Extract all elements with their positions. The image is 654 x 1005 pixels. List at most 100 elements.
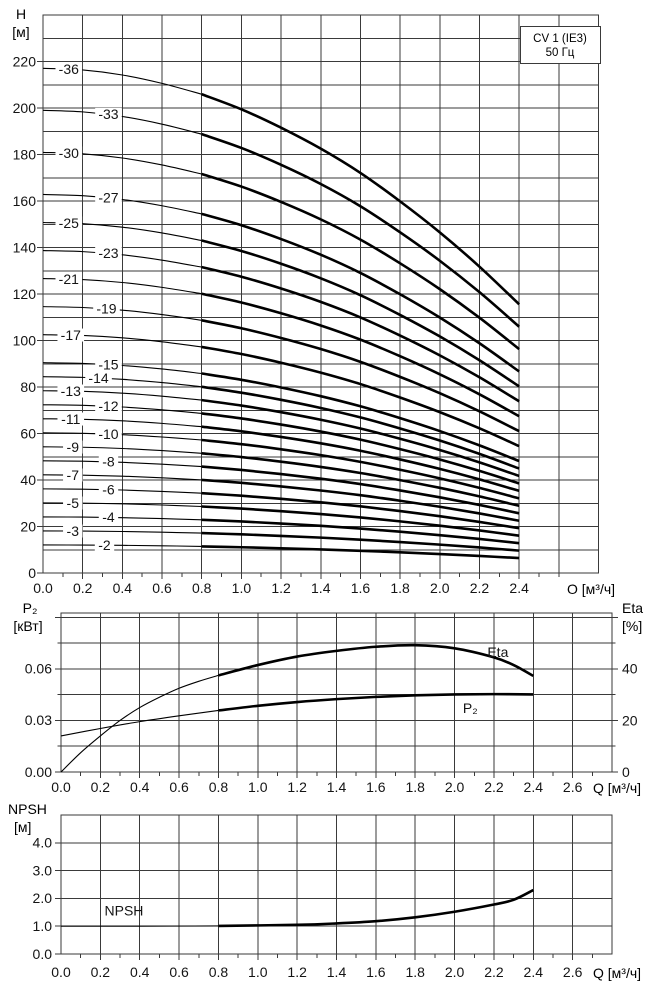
eta-tick-label: 20 [622, 712, 638, 728]
y-tick-label: 3.0 [33, 862, 53, 878]
x-tick-label: 0.8 [192, 580, 212, 596]
h-axis-unit: [м] [12, 24, 29, 40]
x-tick-label: 2.6 [563, 779, 583, 795]
x-tick-label: 2.0 [445, 779, 465, 795]
x-tick-label: 0.6 [152, 580, 172, 596]
y-tick-label: 1.0 [33, 918, 53, 934]
flow-axis-unit-middle: Q [м³/ч] [593, 780, 641, 796]
pump-model-label: CV 1 (IE3) [533, 33, 587, 45]
y-tick-label: 40 [20, 472, 36, 488]
y-tick-label: 120 [13, 286, 37, 302]
stage-curve-label: -17 [61, 327, 81, 343]
stage-curve-label: -25 [59, 215, 79, 231]
x-tick-label: 2.4 [524, 779, 544, 795]
curve-label-Eta: Eta [487, 644, 508, 660]
x-tick-label: 2.0 [430, 580, 450, 596]
stage-curve-label: -19 [96, 301, 116, 317]
x-tick-label: 0.6 [169, 779, 189, 795]
x-tick-label: 2.0 [445, 964, 465, 980]
y-tick-label: 0.0 [33, 946, 53, 962]
stage-curve-label: -9 [67, 439, 80, 455]
x-tick-label: 0.8 [209, 964, 229, 980]
stage-curve-label: -23 [98, 245, 118, 261]
npsh-axis-unit: [м] [14, 819, 31, 835]
stage-curve-label: -30 [59, 145, 79, 161]
flow-axis-unit-top: O [м³/ч] [567, 581, 615, 597]
y-tick-label: 60 [20, 425, 36, 441]
stage-curve-label: -6 [102, 481, 115, 497]
stage-curve-label: -3 [67, 523, 80, 539]
x-tick-label: 1.2 [287, 779, 307, 795]
y-tick-label: 140 [13, 239, 37, 255]
stage-curve-label: -33 [98, 106, 118, 122]
eta-tick-label: 0 [622, 764, 630, 780]
h-axis-title: H [16, 6, 26, 22]
x-tick-label: 0.0 [33, 580, 53, 596]
x-tick-label: 0.2 [91, 779, 111, 795]
p2-axis-unit: [кВт] [13, 618, 42, 634]
npsh-axis-title: NPSH [8, 801, 47, 817]
x-tick-label: 1.8 [390, 580, 410, 596]
stage-curve-label: -2 [98, 537, 111, 553]
x-tick-label: 2.2 [484, 964, 504, 980]
p2-tick-label: 0.03 [25, 712, 52, 728]
x-tick-label: 0.2 [91, 964, 111, 980]
stage-curve-label: -14 [88, 370, 108, 386]
y-tick-label: 220 [13, 53, 37, 69]
y-tick-label: 80 [20, 379, 36, 395]
power-eta-chart: 0.0 0.2 0.4 0.6 0.8 1.0 1.2 1.4 1.6 1.8 2.0 2.2 2.4 2… [25, 613, 638, 795]
x-tick-label: 0.4 [113, 580, 133, 596]
y-tick-label: 2.0 [33, 890, 53, 906]
stage-curve-label: -10 [98, 426, 118, 442]
x-tick-label: 1.4 [311, 580, 331, 596]
npsh-chart: 0.0 0.2 0.4 0.6 0.8 1.0 1.2 1.4 1.6 1.8 2.0 2.2 2.4 2… [33, 815, 612, 980]
y-tick-label: 180 [13, 146, 37, 162]
p2-tick-label: 0.00 [25, 764, 52, 780]
x-tick-label: 1.0 [232, 580, 252, 596]
x-tick-label: 2.2 [470, 580, 490, 596]
x-tick-label: 0.0 [51, 964, 71, 980]
p2-axis-title: P₂ [23, 600, 38, 616]
x-tick-label: 0.4 [130, 779, 150, 795]
eta-axis-unit: [%] [622, 618, 642, 634]
stage-curve-label: -12 [98, 398, 118, 414]
x-tick-label: 1.4 [327, 779, 347, 795]
x-tick-label: 1.2 [287, 964, 307, 980]
y-tick-label: 4.0 [33, 835, 53, 851]
x-tick-label: 2.2 [484, 779, 504, 795]
x-tick-label: 0.6 [169, 964, 189, 980]
x-tick-label: 1.6 [351, 580, 371, 596]
stage-curve-label: -13 [61, 383, 81, 399]
x-tick-label: 1.4 [327, 964, 347, 980]
y-tick-label: 200 [13, 100, 37, 116]
stage-curve-label: -4 [102, 509, 115, 525]
x-tick-label: 2.6 [563, 964, 583, 980]
x-tick-label: 1.0 [248, 964, 268, 980]
y-tick-label: 160 [13, 193, 37, 209]
y-tick-label: 20 [20, 518, 36, 534]
x-tick-label: 0.8 [209, 779, 229, 795]
y-tick-label: 100 [13, 332, 37, 348]
pump-frequency-label: 50 Гц [546, 47, 575, 59]
stage-curve-label: -21 [59, 271, 79, 287]
x-tick-label: 0.0 [51, 779, 71, 795]
eta-axis-title: Eta [622, 600, 643, 616]
x-tick-label: 1.6 [366, 964, 386, 980]
x-tick-label: 0.2 [73, 580, 93, 596]
x-tick-label: 1.8 [405, 779, 425, 795]
x-tick-label: 1.2 [271, 580, 291, 596]
stage-curve-label: -27 [98, 190, 118, 206]
x-tick-label: 1.8 [405, 964, 425, 980]
curve-label-NPSH: NPSH [105, 903, 144, 919]
x-tick-label: 2.4 [509, 580, 529, 596]
x-tick-label: 0.4 [130, 964, 150, 980]
x-tick-label: 1.6 [366, 779, 386, 795]
stage-curve-label: -5 [67, 495, 80, 511]
curve-label-P2: P₂ [463, 700, 478, 716]
stage-curve-label: -8 [102, 454, 115, 470]
x-tick-label: 1.0 [248, 779, 268, 795]
x-tick-label: 2.4 [524, 964, 544, 980]
